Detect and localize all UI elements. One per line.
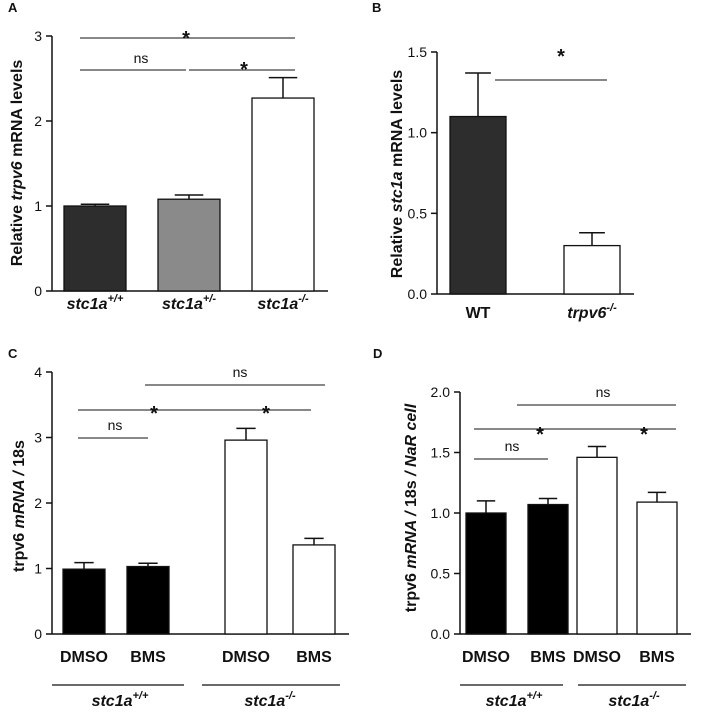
significance-label: * [150, 403, 158, 425]
bar [62, 568, 106, 635]
y-tick-label: 3 [34, 28, 42, 44]
significance-label: ns [505, 438, 520, 454]
x-tick-label: BMS [130, 649, 166, 666]
panel-letter: C [8, 346, 18, 361]
y-tick-label: 0.5 [431, 566, 451, 582]
y-tick-label: 2 [34, 495, 42, 511]
bar [449, 115, 507, 295]
group-label: stc1a-/- [608, 690, 660, 710]
group-label: stc1a-/- [244, 690, 296, 710]
y-tick-label: 2 [34, 113, 42, 129]
significance-label: * [262, 403, 270, 425]
y-tick-label: 4 [34, 364, 42, 380]
y-tick-label: 1.0 [408, 125, 428, 141]
bar [63, 205, 127, 292]
bar [636, 501, 678, 635]
group-label: stc1a+/+ [92, 690, 149, 710]
y-tick-label: 1.0 [431, 505, 451, 521]
chart-panel-a: A 0 1 2 3 Relative trpv6 mRNA levels stc1a+/+ s… [8, 0, 328, 313]
bar [224, 439, 268, 635]
y-tick-label: 1 [34, 561, 42, 577]
y-axis-label: Relative stc1a mRNA levels [389, 70, 406, 279]
significance-label: ns [596, 384, 611, 400]
x-tick-label: DMSO [573, 649, 621, 666]
bar [527, 503, 569, 635]
x-tick-label: BMS [530, 649, 566, 666]
panel-letter: B [372, 0, 381, 15]
x-tick-label: DMSO [222, 649, 270, 666]
chart-panel-d: D 0.0 0.5 1.0 1.5 2.0 trpv6 mRNA / 18s / NaR c… [373, 346, 691, 710]
x-tick-label: BMS [639, 649, 675, 666]
y-tick-label: 1 [34, 198, 42, 214]
panel-letter: A [8, 0, 18, 15]
bar [157, 198, 221, 292]
significance-label: * [182, 28, 190, 50]
x-tick-label: stc1a+/+ [67, 293, 124, 313]
y-axis-label: trpv6 mRNA / 18s / NaR cell [403, 403, 420, 612]
panel-letter: D [373, 346, 382, 361]
significance-label: * [240, 59, 248, 81]
significance-label: * [536, 424, 544, 446]
y-tick-label: 1.5 [431, 445, 451, 461]
significance-label: ns [108, 417, 123, 433]
y-tick-label: 0 [34, 283, 42, 299]
significance-label: * [557, 46, 565, 68]
x-tick-label: WT [466, 305, 491, 322]
x-tick-label: stc1a+/- [162, 293, 216, 313]
y-axis-label: trpv6 mRNA / 18s [11, 440, 28, 572]
y-tick-label: 0 [34, 626, 42, 642]
x-tick-label: BMS [296, 649, 332, 666]
bar [126, 565, 170, 635]
y-tick-label: 0.0 [408, 286, 428, 302]
x-tick-label: DMSO [462, 649, 510, 666]
y-tick-label: 0.0 [431, 626, 451, 642]
significance-label: ns [233, 364, 248, 380]
y-axis-label: Relative trpv6 mRNA levels [9, 60, 26, 267]
bar [563, 244, 621, 295]
chart-panel-c: C 0 1 2 3 4 trpv6 mRNA / 18s DMSO BMS DMSO BMS stc1… [8, 346, 349, 710]
bar [465, 512, 507, 635]
x-tick-label: stc1a-/- [257, 293, 309, 313]
y-tick-label: 2.0 [431, 384, 451, 400]
y-tick-label: 3 [34, 430, 42, 446]
y-tick-label: 0.5 [408, 205, 428, 221]
significance-label: * [640, 424, 648, 446]
x-tick-label: DMSO [60, 649, 108, 666]
bar [292, 544, 336, 635]
bar [576, 456, 618, 635]
significance-label: ns [134, 50, 149, 66]
group-label: stc1a+/+ [486, 690, 543, 710]
x-tick-label: trpv6-/- [567, 302, 617, 322]
bar [251, 97, 315, 292]
y-tick-label: 1.5 [408, 44, 428, 60]
